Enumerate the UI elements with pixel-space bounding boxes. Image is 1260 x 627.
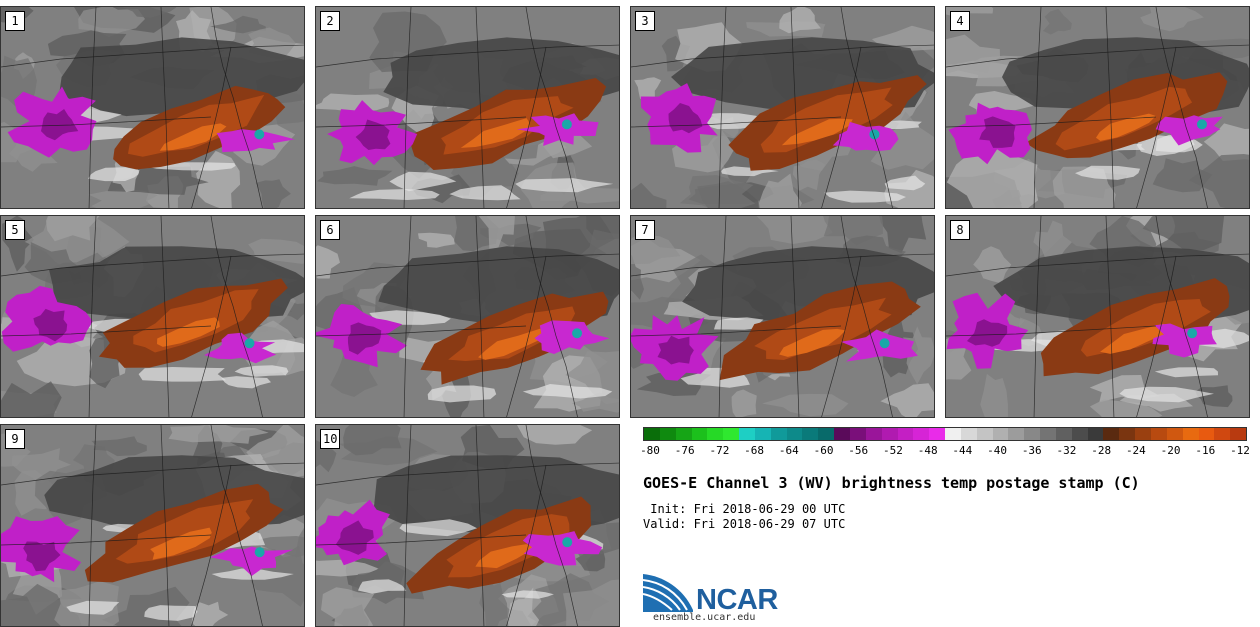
water-vapor-map [631,216,934,417]
colorbar-tick-label: -40 [987,444,1007,457]
colorbar-tick-label: -68 [744,444,765,457]
water-vapor-map [316,425,619,626]
colorbar-swatch [1087,428,1104,440]
colorbar-swatch [960,428,977,440]
colorbar-tick-label: -64 [778,444,799,457]
water-vapor-map [316,216,619,417]
colorbar-swatch [754,428,771,440]
colorbar-swatch [707,428,724,440]
colorbar-swatch [802,428,819,440]
colorbar-tick-label: -16 [1195,444,1216,457]
figure-title: GOES-E Channel 3 (WV) brightness temp po… [643,474,1140,492]
panel-number: 5 [5,220,25,240]
colorbar-swatch [1119,428,1136,440]
colorbar-tick-label: -56 [848,444,869,457]
water-vapor-map [1,216,304,417]
postage-stamp-panel: 1 [0,6,305,209]
colorbar-swatch [1135,428,1151,440]
postage-stamp-panel: 5 [0,215,305,418]
colorbar-swatch [1103,428,1120,440]
panel-number: 10 [320,429,341,449]
colorbar-swatch [992,428,1009,440]
colorbar-tick-label: -76 [674,444,695,457]
colorbar-swatch [770,428,787,440]
colorbar-swatch [1214,428,1231,440]
colorbar-swatch [1151,428,1167,440]
water-vapor-map [1,7,304,208]
colorbar-swatch [897,428,914,440]
postage-stamp-panel: 7 [630,215,935,418]
panel-number: 4 [950,11,970,31]
postage-stamp-panel: 9 [0,424,305,627]
colorbar-swatch [881,428,898,440]
init-time: Init: Fri 2018-06-29 00 UTC [643,502,846,516]
postage-stamp-panel: 3 [630,6,935,209]
colorbar-swatch [1166,428,1183,440]
water-vapor-map [946,7,1249,208]
colorbar-swatch [834,428,850,440]
colorbar-tick-label: -28 [1091,444,1112,457]
valid-time: Valid: Fri 2018-06-29 07 UTC [643,517,846,531]
colorbar-swatch [1182,428,1199,440]
water-vapor-map [946,216,1249,417]
colorbar-tick-label: -48 [917,444,938,457]
colorbar-swatch [1040,428,1056,440]
postage-stamp-panel: 6 [315,215,620,418]
postage-stamp-panel: 10 [315,424,620,627]
colorbar-swatch [929,428,946,440]
colorbar-swatch [976,428,993,440]
colorbar-swatch [1055,428,1072,440]
panel-number: 3 [635,11,655,31]
postage-stamp-panel: 8 [945,215,1250,418]
panel-number: 9 [5,429,25,449]
colorbar-tick-label: -20 [1160,444,1181,457]
panel-number: 1 [5,11,25,31]
colorbar-swatch [945,428,961,440]
colorbar-swatch [818,428,835,440]
colorbar-swatch [659,428,676,440]
postage-stamp-panel: 2 [315,6,620,209]
colorbar-tick-label: -80 [640,444,660,457]
logo-text: NCAR [696,584,778,616]
colorbar-ticks: -80 -76 -72 -68 -64 -60 -56 -52 -48 -44 -40 -36 -32 -… [640,444,1250,460]
colorbar-swatch [691,428,708,440]
colorbar-swatch [723,428,740,440]
water-vapor-map [631,7,934,208]
colorbar-swatch [1230,428,1247,440]
colorbar-swatch [675,428,692,440]
colorbar-tick-label: -44 [952,444,973,457]
colorbar-tick-label: -32 [1056,444,1077,457]
colorbar-swatch [1071,428,1088,440]
panel-number: 8 [950,220,970,240]
colorbar-tick-label: -24 [1125,444,1146,457]
colorbar-swatch [913,428,930,440]
water-vapor-map [1,425,304,626]
colorbar-swatch [1198,428,1215,440]
colorbar-swatch [1008,428,1025,440]
colorbar-swatch [1024,428,1041,440]
ncar-logo-icon [643,574,693,612]
water-vapor-map [316,7,619,208]
logo-url: ensemble.ucar.edu [653,612,756,623]
panel-number: 7 [635,220,655,240]
colorbar-tick-label: -72 [709,444,730,457]
colorbar [643,427,1247,441]
panel-number: 2 [320,11,340,31]
postage-stamp-panel: 4 [945,6,1250,209]
colorbar-swatch [644,428,660,440]
colorbar-tick-label: -12 [1230,444,1250,457]
colorbar-swatch [865,428,882,440]
colorbar-tick-label: -52 [883,444,903,457]
colorbar-swatch [739,428,755,440]
colorbar-swatch [849,428,866,440]
panel-number: 6 [320,220,340,240]
colorbar-tick-label: -60 [813,444,834,457]
colorbar-swatch [786,428,803,440]
colorbar-tick-label: -36 [1021,444,1042,457]
